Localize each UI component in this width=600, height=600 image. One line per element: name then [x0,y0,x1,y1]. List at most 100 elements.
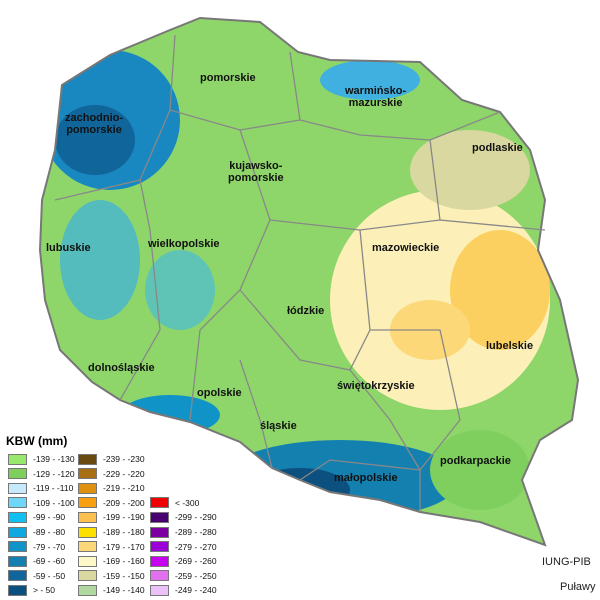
legend-label: -249 - -240 [175,585,217,596]
legend-item: -79 - -70 [8,540,65,554]
legend-label: -59 - -50 [33,570,66,581]
legend-swatch [8,541,27,553]
legend-swatch [78,541,97,553]
legend-swatch [8,584,27,596]
legend-label: -299 - -290 [175,512,217,523]
legend-item: -129 - -120 [8,467,75,481]
legend-label: -239 - -230 [103,454,145,464]
legend-label: -219 - -210 [103,483,145,494]
legend-swatch [8,453,27,465]
legend-label: -139 - -130 [33,454,75,464]
legend-label: -279 - -270 [175,541,217,552]
legend-item: -209 - -200 [78,496,145,510]
region-label-opolskie: opolskie [197,387,242,399]
region-label-podkarpackie: podkarpackie [440,455,511,467]
legend-swatch [150,555,169,567]
credit-city: Puławy [560,581,596,593]
region-label-kujawsko-pomorskie: kujawsko- pomorskie [228,160,284,184]
legend-swatch [8,526,27,538]
legend-item: -269 - -260 [150,554,217,568]
region-label-slaskie: śląskie [260,420,297,432]
legend-swatch [150,526,169,538]
legend-label: -129 - -120 [33,468,75,479]
legend-swatch [8,511,27,523]
legend-item: -259 - -250 [150,569,217,583]
legend-swatch [78,511,97,523]
legend-item: -249 - -240 [150,583,217,597]
region-label-malopolskie: małopolskie [334,472,398,484]
legend-label: -169 - -160 [103,556,145,567]
region-label-lubuskie: lubuskie [46,242,91,254]
legend-label: < -300 [175,497,200,508]
legend-item: > - 50 [8,583,55,597]
legend-item: -159 - -150 [78,569,145,583]
region-label-swietokrzyskie: świętokrzyskie [337,380,415,392]
legend-item: -89 - -80 [8,525,65,539]
legend-item: -279 - -270 [150,540,217,554]
legend-swatch [8,570,27,582]
legend-item: -199 - -190 [78,510,145,524]
region-borders [54,34,546,512]
legend-swatch [150,541,169,553]
legend-label: -209 - -200 [103,497,145,508]
legend-label: -229 - -220 [103,468,145,479]
legend-item: -219 - -210 [78,481,145,495]
legend-swatch [78,570,97,582]
legend-label: > - 50 [33,585,55,596]
legend-item: -149 - -140 [78,583,145,597]
legend-item: < -300 [150,496,199,510]
legend-label: -99 - -90 [33,512,66,523]
legend-label: -149 - -140 [103,585,145,596]
legend-title: KBW (mm) [6,434,68,448]
credit-institute: IUNG-PIB [542,556,591,568]
legend-swatch [78,482,97,494]
legend-swatch [8,468,27,480]
legend-label: -89 - -80 [33,527,66,537]
legend-swatch [78,497,97,509]
legend-item: -109 - -100 [8,496,75,510]
region-label-lodzkie: łódzkie [287,305,325,317]
legend-swatch [150,570,169,582]
region-label-podlaskie: podlaskie [472,142,523,154]
legend-item: -69 - -60 [8,554,65,568]
legend-label: -269 - -260 [175,556,217,567]
legend-label: -109 - -100 [33,497,75,508]
legend-label: -179 - -170 [103,541,145,552]
legend-label: -199 - -190 [103,512,145,523]
region-label-lubelskie: lubelskie [486,340,534,352]
legend-swatch [8,482,27,494]
region-label-warminsko-mazurskie: warmińsko- mazurskie [345,85,407,109]
legend-swatch [150,584,169,596]
region-label-dolnoslaskie: dolnośląskie [88,362,155,374]
legend-swatch [78,453,97,465]
legend-label: -189 - -180 [103,527,145,537]
legend-swatch [150,511,169,523]
legend-item: -189 - -180 [78,525,145,539]
legend-item: -289 - -280 [150,525,217,539]
legend-label: -289 - -280 [175,527,217,537]
legend-item: -169 - -160 [78,554,145,568]
legend-item: -229 - -220 [78,467,145,481]
legend-item: -139 - -130 [8,452,75,466]
legend-swatch [78,468,97,480]
legend-swatch [78,526,97,538]
legend-swatch [78,584,97,596]
legend-item: -239 - -230 [78,452,145,466]
legend-swatch [78,555,97,567]
legend-swatch [8,555,27,567]
legend-swatch [150,497,169,509]
region-label-pomorskie: pomorskie [200,72,256,84]
legend-label: -159 - -150 [103,570,145,581]
legend-item: -299 - -290 [150,510,217,524]
legend-label: -259 - -250 [175,570,217,581]
legend-item: -119 - -110 [8,481,73,495]
legend-item: -179 - -170 [78,540,145,554]
legend-label: -79 - -70 [33,541,66,552]
region-label-zachodniopomorskie: zachodnio- pomorskie [65,112,124,136]
region-label-mazowieckie: mazowieckie [372,242,440,254]
legend-item: -99 - -90 [8,510,65,524]
legend-swatch [8,497,27,509]
legend-label: -69 - -60 [33,556,66,567]
region-label-wielkopolskie: wielkopolskie [148,238,220,250]
